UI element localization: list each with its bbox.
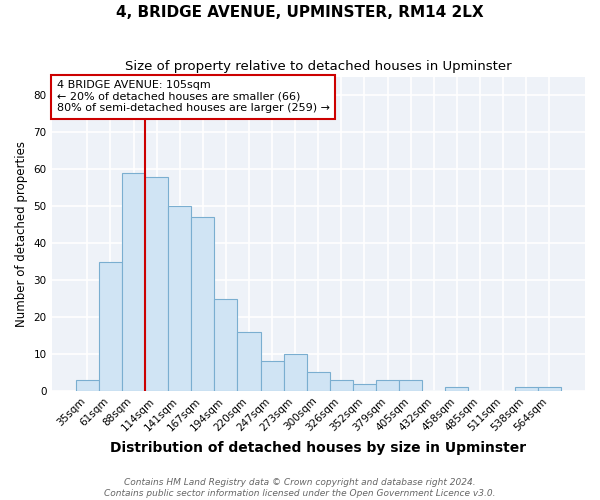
- Text: 4 BRIDGE AVENUE: 105sqm
← 20% of detached houses are smaller (66)
80% of semi-de: 4 BRIDGE AVENUE: 105sqm ← 20% of detache…: [57, 80, 330, 114]
- Y-axis label: Number of detached properties: Number of detached properties: [15, 141, 28, 327]
- Bar: [445, 388, 469, 391]
- Bar: [238, 332, 260, 391]
- Bar: [353, 384, 376, 391]
- Text: Contains HM Land Registry data © Crown copyright and database right 2024.
Contai: Contains HM Land Registry data © Crown c…: [104, 478, 496, 498]
- Bar: [330, 380, 353, 391]
- Title: Size of property relative to detached houses in Upminster: Size of property relative to detached ho…: [125, 60, 512, 73]
- Bar: [191, 218, 214, 391]
- Bar: [376, 380, 399, 391]
- Bar: [168, 206, 191, 391]
- Bar: [76, 380, 99, 391]
- Bar: [284, 354, 307, 391]
- Bar: [214, 298, 238, 391]
- Bar: [122, 173, 145, 391]
- Bar: [399, 380, 422, 391]
- Bar: [99, 262, 122, 391]
- X-axis label: Distribution of detached houses by size in Upminster: Distribution of detached houses by size …: [110, 441, 526, 455]
- Bar: [145, 176, 168, 391]
- Bar: [515, 388, 538, 391]
- Bar: [260, 362, 284, 391]
- Bar: [538, 388, 561, 391]
- Bar: [307, 372, 330, 391]
- Text: 4, BRIDGE AVENUE, UPMINSTER, RM14 2LX: 4, BRIDGE AVENUE, UPMINSTER, RM14 2LX: [116, 5, 484, 20]
